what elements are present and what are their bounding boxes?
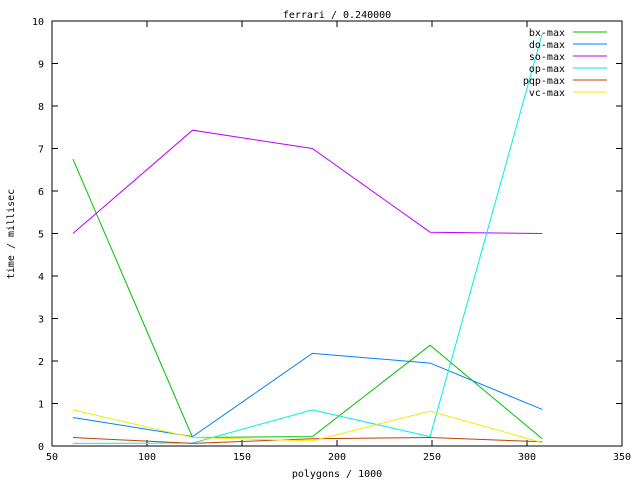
x-tick-label: 150 <box>233 452 251 463</box>
y-tick-label: 0 <box>38 442 44 453</box>
legend-label: op-max <box>529 64 565 75</box>
y-axis-label: time / millisec <box>6 189 17 279</box>
series-line-so-max <box>72 129 543 234</box>
series-line-pqp-max <box>72 436 543 444</box>
y-tick-label: 4 <box>38 272 44 283</box>
chart-title: ferrari / 0.240000 <box>283 10 391 21</box>
x-tick-label: 200 <box>328 452 346 463</box>
y-tick-label: 6 <box>38 187 44 198</box>
y-tick-label: 7 <box>38 145 44 156</box>
y-tick-label: 5 <box>38 230 44 241</box>
y-tick-label: 2 <box>38 357 44 368</box>
x-tick-label: 300 <box>518 452 536 463</box>
x-tick-label: 50 <box>46 452 58 463</box>
plot-frame <box>51 20 623 447</box>
legend-label: do-max <box>529 40 565 51</box>
legend-label: bx-max <box>529 28 565 39</box>
y-tick-label: 3 <box>38 315 44 326</box>
y-tick-label: 10 <box>32 17 44 28</box>
y-tick-label: 8 <box>38 102 44 113</box>
x-tick-label: 250 <box>423 452 441 463</box>
legend-label: vc-max <box>529 88 565 99</box>
x-tick-label: 350 <box>613 452 631 463</box>
series-line-bx-max <box>72 158 543 440</box>
series-line-do-max <box>72 352 543 438</box>
y-tick-label: 9 <box>38 60 44 71</box>
legend-label: pqp-max <box>523 76 565 87</box>
x-axis-label: polygons / 1000 <box>292 469 382 480</box>
legend-label: so-max <box>529 52 565 63</box>
series-line-op-max <box>72 33 543 444</box>
x-tick-label: 100 <box>138 452 156 463</box>
series-line-vc-max <box>72 409 543 444</box>
y-tick-label: 1 <box>38 400 44 411</box>
